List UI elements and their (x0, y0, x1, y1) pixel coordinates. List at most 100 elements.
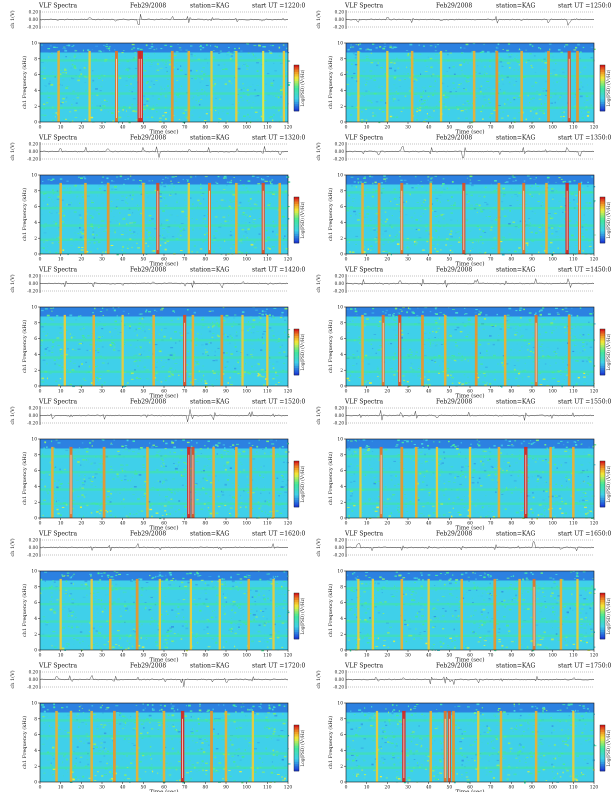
spectrogram-cell (229, 376, 231, 379)
spectrogram-cell (74, 186, 77, 188)
spectrogram-cell (441, 78, 444, 80)
spectrogram-cell (48, 350, 51, 352)
spectrogram-cell (583, 214, 585, 216)
spectrogram-cell (51, 348, 53, 350)
spectrogram-cell (228, 205, 231, 208)
spectrogram-cell (159, 53, 162, 55)
spectrogram-cell (371, 248, 374, 250)
spectrogram-cell (252, 332, 255, 334)
spectrogram-cell (147, 196, 149, 198)
spectrogram-cell (136, 334, 138, 337)
spectrogram-cell (549, 201, 553, 202)
spectrogram-cell (426, 113, 428, 115)
spectrogram-cell (252, 53, 254, 56)
spectrogram-cell (388, 97, 390, 99)
spectrogram-cell (140, 510, 144, 512)
spectrogram-cell (441, 213, 445, 215)
spectrogram-cell (122, 385, 125, 388)
spectrogram-cell (532, 351, 534, 354)
spectrogram-cell (435, 331, 438, 333)
spectrogram-cell (62, 72, 65, 74)
spectrogram-cell (377, 376, 379, 377)
spectrogram-cell (516, 360, 520, 362)
spectrogram-cell (139, 346, 142, 348)
spectrogram-cell (196, 442, 198, 444)
spectrogram-cell (133, 221, 137, 223)
spectrogram-cell (511, 175, 514, 177)
spectrogram-cell (159, 332, 162, 334)
spectrogram-cell (507, 216, 511, 218)
spectrogram-cell (460, 359, 464, 362)
timeseries-waveform (39, 14, 289, 26)
spectrogram-cell (449, 88, 452, 90)
spectrogram-cell (477, 241, 480, 244)
spectrogram-cell (570, 193, 574, 195)
spectrogram-cell (392, 227, 395, 229)
spectrogram-cell (76, 196, 78, 199)
spectrogram-cell (48, 52, 51, 53)
spectrogram-cell (372, 189, 375, 190)
spectrogram-cell (66, 369, 68, 371)
spectrogram-cell (63, 73, 67, 75)
spectrogram-cell (282, 369, 284, 371)
spectrogram-cell (82, 202, 86, 204)
spectrogram-cell (51, 350, 54, 352)
spectrogram-cell (108, 230, 111, 233)
freq-tick-label: 10 (31, 42, 37, 47)
spectrogram-cell (519, 325, 522, 327)
spectrogram-cell (126, 448, 128, 450)
spectrogram-cell (421, 204, 423, 207)
spectrogram-cell (429, 57, 433, 60)
spectrogram-cell (530, 65, 533, 67)
spectrogram-cell (571, 234, 574, 237)
spectrogram-cell (234, 346, 237, 348)
spectrogram-cell (262, 46, 265, 48)
spectrogram-cell (46, 119, 48, 121)
spectrogram-cell (543, 318, 547, 320)
spectrogram-cell (273, 332, 275, 333)
spectrogram-cell (176, 199, 179, 201)
spectrogram-cell (191, 98, 194, 100)
spectrogram-cell (430, 343, 432, 345)
spectrogram-cell (70, 245, 73, 247)
spectrogram-cell (165, 96, 168, 99)
spectrogram-cell (200, 326, 204, 329)
spectrogram-cell (351, 185, 353, 187)
spectrogram-cell (393, 188, 396, 191)
spectrogram-cell (555, 355, 558, 357)
spectrogram-cell (69, 79, 71, 81)
spectrogram-cell (149, 508, 153, 511)
spectrogram-cell (454, 202, 456, 204)
colorbar-swatch (600, 90, 605, 93)
spectrogram-cell (185, 49, 188, 51)
spectrogram-cell (138, 205, 141, 207)
time-tick-label: 20 (385, 126, 391, 131)
spectrogram-spike-core (138, 58, 140, 119)
spectrogram-cell (589, 185, 592, 187)
spectrogram-cell (147, 245, 150, 247)
spectrogram-cell (155, 48, 158, 50)
spectrogram-cell (82, 49, 84, 52)
spectrogram-cell (585, 237, 589, 239)
spectrogram-cell (450, 230, 453, 233)
spectrogram-cell (540, 103, 543, 105)
spectrogram-cell (84, 328, 86, 331)
spectrogram-cell (467, 376, 469, 378)
spectrogram-cell (435, 322, 438, 324)
spectrogram-cell (369, 377, 371, 379)
spectrogram-cell (263, 115, 266, 118)
spectrogram-cell (461, 73, 464, 75)
spectrogram-cell (139, 501, 141, 503)
spectrogram-cell (88, 333, 91, 335)
spectrogram-cell (220, 454, 223, 456)
spectrogram-cell (397, 99, 400, 101)
spectrogram-cell (574, 105, 577, 108)
spectrogram-cell (47, 333, 49, 335)
spectrogram-cell (117, 307, 120, 309)
spectrogram-cell (438, 221, 440, 223)
spectrogram-cell (382, 47, 386, 50)
spectrogram-cell (391, 98, 394, 100)
spectrogram-cell (129, 479, 131, 482)
spectrogram-cell (519, 307, 523, 309)
spectrogram-cell (65, 353, 68, 356)
